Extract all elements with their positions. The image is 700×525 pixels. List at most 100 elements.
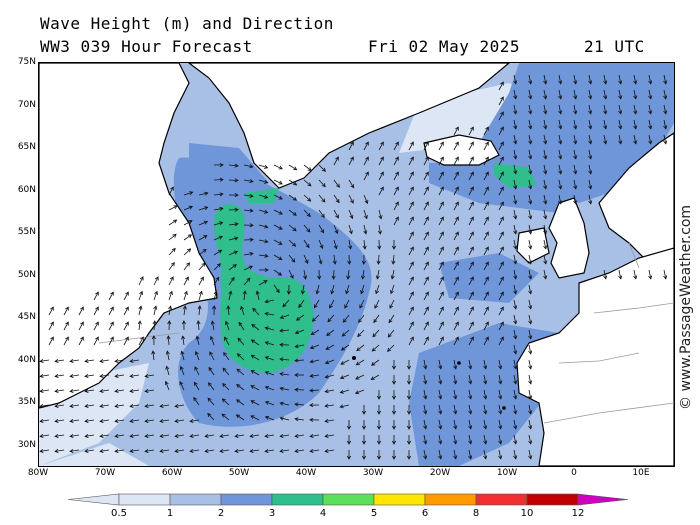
wave-direction-arrowhead (500, 216, 504, 221)
wave-direction-arrowhead (558, 80, 563, 85)
wave-direction-arrow (130, 359, 140, 362)
wave-direction-arrow (288, 239, 296, 247)
wave-direction-arrow (528, 344, 532, 354)
wave-height-map[interactable] (38, 62, 675, 467)
wave-direction-arrow (325, 374, 335, 378)
wave-direction-arrow (183, 262, 190, 271)
wave-direction-arrow (603, 269, 607, 279)
wave-direction-arrowhead (69, 448, 74, 453)
wave-direction-arrow (483, 374, 487, 384)
wave-direction-arrowhead (39, 358, 44, 363)
wave-direction-arrowhead (588, 200, 593, 205)
wave-direction-arrow (325, 449, 335, 452)
wave-direction-arrow (130, 449, 140, 452)
wave-direction-arrow (318, 194, 326, 203)
wave-direction-arrow (160, 434, 170, 437)
wave-direction-arrowhead (264, 326, 269, 331)
wave-direction-arrow (498, 404, 502, 414)
wave-direction-arrowhead (275, 288, 280, 294)
wave-direction-arrow (468, 216, 474, 226)
wave-direction-arrowhead (279, 342, 284, 347)
scale-swatch (271, 493, 324, 506)
wave-direction-arrow (279, 329, 290, 332)
wave-direction-arrowhead (425, 201, 429, 206)
wave-direction-arrowhead (129, 373, 134, 378)
wave-direction-arrow (250, 434, 260, 437)
wave-direction-arrowhead (455, 156, 459, 161)
wave-direction-arrow (408, 306, 414, 316)
wave-direction-arrow (663, 269, 667, 279)
wave-direction-arrowhead (264, 209, 269, 214)
wave-direction-arrowhead (152, 320, 157, 325)
wave-direction-arrowhead (455, 231, 459, 236)
wave-direction-arrowhead (365, 156, 369, 161)
wave-direction-arrowhead (648, 140, 653, 145)
wave-direction-arrow (213, 249, 222, 256)
wave-direction-arrow (48, 336, 54, 346)
wave-direction-arrowhead (425, 216, 429, 221)
wave-direction-arrowhead (440, 291, 444, 296)
wave-direction-arrow (145, 449, 155, 452)
wave-direction-arrowhead (633, 110, 638, 115)
wave-direction-arrowhead (164, 380, 169, 386)
wave-direction-arrowhead (360, 290, 365, 295)
wave-direction-arrowhead (264, 448, 269, 453)
wave-direction-arrowhead (410, 156, 414, 161)
wave-direction-arrowhead (298, 303, 303, 309)
wave-direction-arrow (423, 336, 429, 346)
wave-direction-arrow (198, 235, 207, 241)
wave-direction-arrow (197, 320, 200, 331)
latitude-label: 65N (17, 142, 36, 152)
wave-direction-arrow (513, 179, 517, 189)
wave-direction-arrowhead (455, 291, 459, 296)
wave-direction-arrowhead (406, 425, 412, 430)
wave-direction-arrow (168, 276, 174, 286)
wave-direction-arrow (408, 201, 414, 211)
wave-direction-arrow (483, 389, 487, 399)
wave-direction-arrowhead (129, 418, 134, 423)
wave-direction-arrowhead (483, 395, 488, 400)
wave-direction-arrowhead (179, 365, 184, 371)
wave-direction-arrowhead (54, 373, 59, 378)
wave-direction-arrowhead (528, 440, 533, 445)
wave-direction-arrow (333, 224, 338, 234)
wave-direction-arrow (453, 321, 459, 331)
wave-direction-arrow (513, 314, 517, 324)
wave-direction-arrow (138, 336, 144, 346)
wave-direction-arrowhead (588, 140, 593, 145)
wave-direction-arrowhead (196, 320, 201, 325)
wave-direction-arrow (251, 370, 260, 376)
wave-direction-arrowhead (438, 395, 443, 400)
wave-direction-arrow (258, 194, 268, 198)
wave-direction-arrowhead (470, 231, 474, 236)
wave-direction-arrowhead (470, 336, 474, 341)
wave-height-color-scale (68, 493, 629, 506)
wave-direction-arrowhead (406, 410, 412, 415)
wave-direction-arrow (196, 336, 200, 346)
wave-direction-arrowhead (633, 125, 638, 130)
wave-direction-arrowhead (588, 185, 593, 190)
wave-direction-arrow (273, 164, 283, 170)
wave-direction-arrowhead (425, 336, 429, 341)
wave-direction-arrow (115, 434, 125, 437)
wave-direction-arrowhead (513, 215, 518, 220)
wave-direction-arrowhead (264, 341, 269, 346)
wave-direction-arrowhead (226, 305, 231, 310)
wave-direction-arrow (528, 329, 532, 339)
wave-direction-arrow (303, 164, 312, 171)
wave-direction-arrow (483, 141, 489, 151)
wave-direction-arrowhead (573, 155, 578, 160)
wave-direction-arrow (633, 89, 637, 99)
wave-direction-arrowhead (387, 333, 392, 338)
wave-direction-arrowhead (346, 425, 352, 430)
wave-direction-arrowhead (54, 448, 59, 453)
wave-direction-arrowhead (470, 126, 474, 131)
wave-direction-arrowhead (50, 306, 54, 311)
wave-direction-arrowhead (528, 245, 533, 250)
wave-direction-arrow (237, 337, 245, 346)
scale-label: 4 (319, 508, 327, 519)
wave-direction-arrow (573, 179, 577, 189)
wave-direction-arrowhead (423, 440, 428, 445)
wave-direction-arrowhead (372, 333, 377, 338)
wave-direction-arrowhead (318, 260, 323, 265)
